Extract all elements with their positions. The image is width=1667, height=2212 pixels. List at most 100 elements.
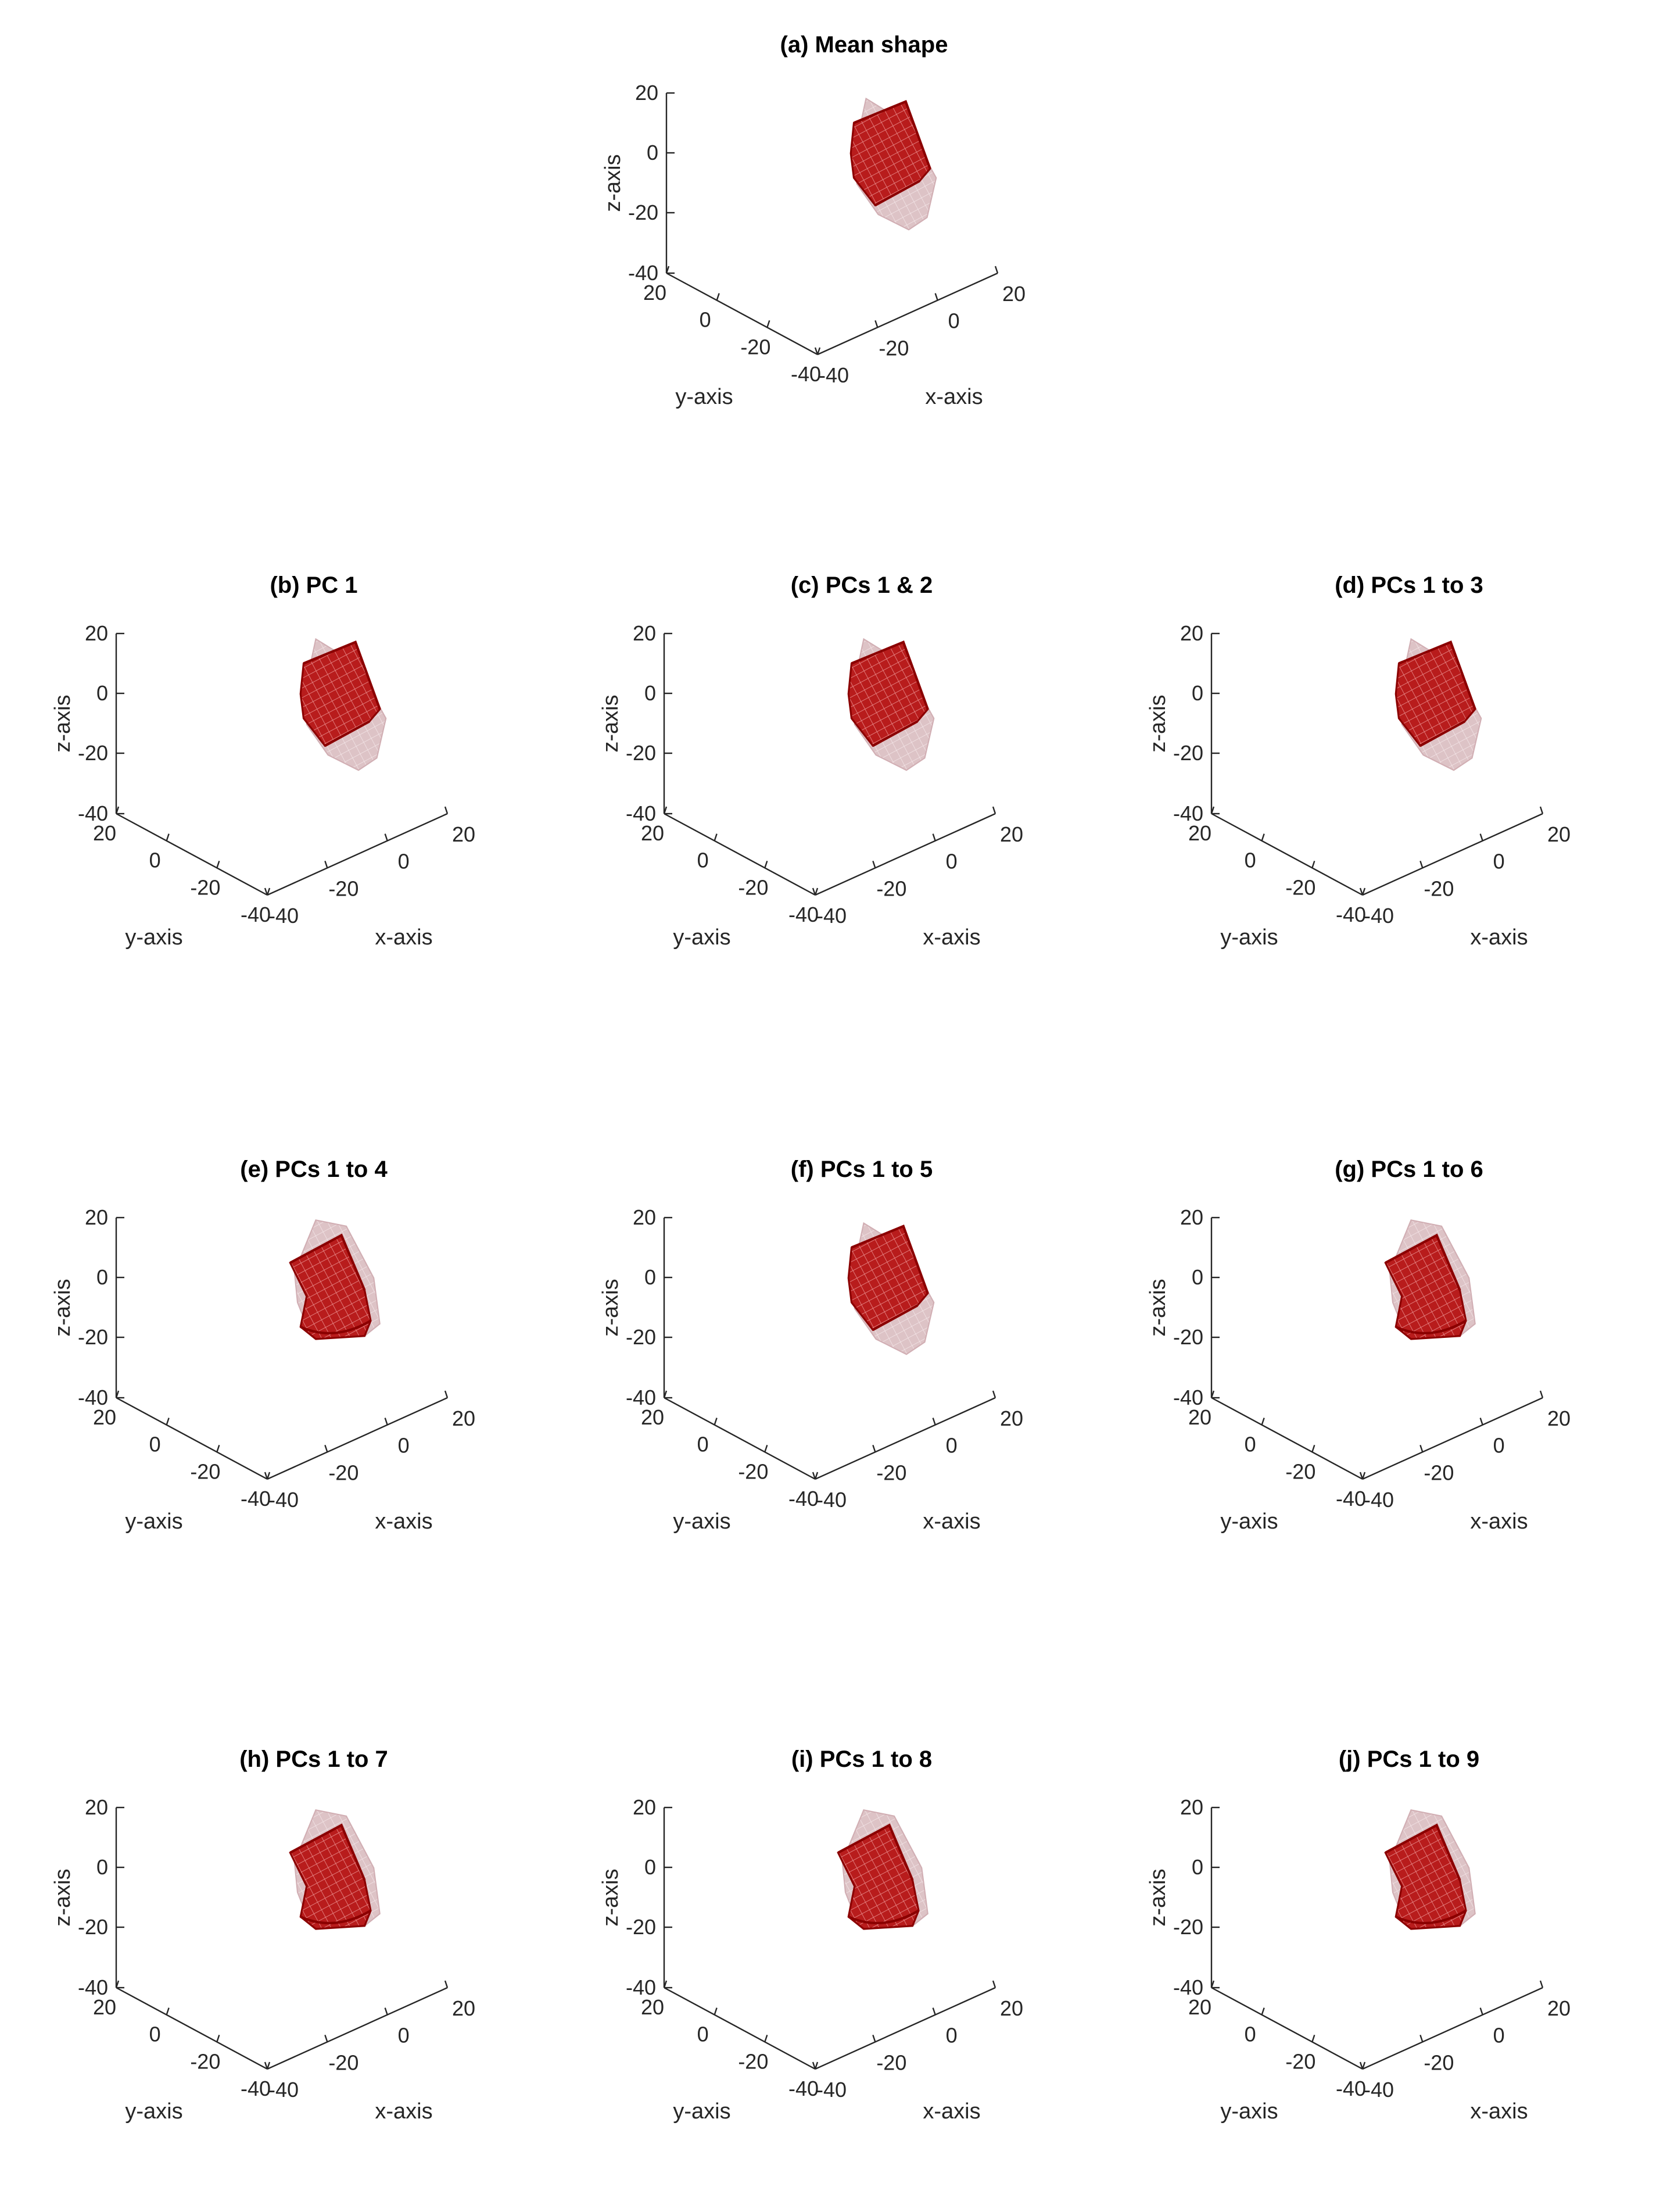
y-tick-label: 0 — [149, 849, 161, 872]
y-axis-label: y-axis — [125, 2099, 182, 2124]
y-tick-mark — [266, 887, 271, 896]
z-axis-label: z-axis — [601, 154, 625, 212]
y-tick-label: 0 — [697, 2023, 709, 2046]
x-tick-label: 20 — [452, 1996, 475, 2020]
y-axis-line — [116, 1986, 268, 2070]
x-tick-label: 20 — [1000, 1406, 1023, 1430]
x-tick-mark — [1359, 1472, 1364, 1480]
x-tick-label: -20 — [876, 2050, 906, 2074]
z-tick-label: 20 — [85, 1205, 108, 1229]
shape-render — [1394, 638, 1482, 771]
x-axis-line — [267, 1397, 448, 1480]
x-tick-label: -40 — [1364, 904, 1394, 928]
z-tick-label: 0 — [644, 1265, 656, 1289]
x-tick-mark — [1479, 833, 1483, 842]
y-tick-mark — [716, 293, 720, 301]
y-tick-mark — [266, 2061, 271, 2070]
x-tick-mark — [932, 1418, 936, 1426]
panel-title: (f) PCs 1 to 5 — [791, 1157, 933, 1182]
panel-i: (i) PCs 1 to 8200-20-40200-20-40-40-2002… — [598, 1746, 1023, 2124]
y-tick-mark — [166, 2007, 170, 2016]
shape-render — [289, 1219, 381, 1340]
x-tick-mark — [324, 1444, 328, 1452]
x-tick-mark — [444, 1980, 449, 1988]
shape-edge — [837, 1823, 920, 1925]
x-tick-mark — [932, 2007, 936, 2016]
shape-edge — [289, 1823, 372, 1925]
x-tick-label: 20 — [452, 822, 475, 846]
x-tick-mark — [264, 887, 268, 896]
x-tick-label: 20 — [452, 1406, 475, 1430]
x-tick-label: -20 — [328, 1461, 359, 1484]
z-tick-label: 0 — [644, 681, 656, 705]
y-axis-line — [664, 1986, 816, 2070]
y-tick-label: -40 — [1336, 1487, 1366, 1511]
y-tick-label: -20 — [1285, 875, 1315, 899]
y-axis-label: y-axis — [1220, 1509, 1278, 1534]
x-tick-mark — [1359, 887, 1364, 896]
z-axis-label: z-axis — [51, 695, 75, 752]
x-tick-label: 20 — [1547, 1406, 1571, 1430]
z-axis-label: z-axis — [598, 695, 623, 752]
x-tick-label: -40 — [816, 904, 847, 928]
x-axis-label: x-axis — [375, 1509, 432, 1534]
x-axis-line — [267, 813, 448, 896]
x-axis-label: x-axis — [1470, 1509, 1528, 1534]
y-tick-mark — [1311, 2034, 1315, 2042]
panel-title: (b) PC 1 — [270, 572, 357, 598]
shape-edge — [303, 640, 381, 747]
y-tick-label: 20 — [641, 821, 664, 845]
x-tick-mark — [992, 1980, 996, 1988]
y-axis-label: y-axis — [673, 2099, 730, 2124]
y-tick-label: -40 — [241, 903, 271, 926]
y-tick-label: -20 — [738, 1459, 768, 1483]
y-tick-label: -20 — [190, 875, 220, 899]
z-tick-label: 20 — [1180, 1795, 1203, 1819]
x-tick-label: 0 — [1493, 2024, 1505, 2048]
x-tick-mark — [994, 266, 999, 274]
panel-title: (e) PCs 1 to 4 — [240, 1157, 388, 1182]
shape-edge — [1385, 1233, 1467, 1335]
x-axis-label: x-axis — [1470, 925, 1528, 950]
y-tick-label: 0 — [1245, 849, 1256, 872]
x-axis-line — [815, 1397, 996, 1480]
z-tick-label: 20 — [633, 621, 656, 645]
y-tick-mark — [1311, 1444, 1315, 1452]
y-tick-label: -40 — [788, 2077, 819, 2100]
z-axis-label: z-axis — [51, 1869, 75, 1926]
x-tick-label: 0 — [946, 850, 958, 874]
y-tick-label: 0 — [697, 849, 709, 872]
y-tick-mark — [1261, 2007, 1265, 2016]
x-tick-mark — [264, 1472, 268, 1480]
z-tick-label: 20 — [633, 1205, 656, 1229]
x-tick-label: -20 — [1424, 1461, 1454, 1484]
z-tick-label: -20 — [1173, 1325, 1203, 1349]
y-axis-label: y-axis — [1220, 925, 1278, 950]
z-axis-label: z-axis — [1146, 1869, 1170, 1926]
x-tick-mark — [814, 347, 819, 355]
y-tick-label: -20 — [738, 2049, 768, 2073]
y-tick-label: 0 — [149, 1433, 161, 1456]
shape-edge — [289, 1233, 372, 1335]
z-tick-label: -40 — [628, 261, 658, 285]
y-tick-label: 20 — [641, 1405, 664, 1429]
z-axis-label: z-axis — [1146, 695, 1170, 752]
x-tick-label: 0 — [1493, 850, 1505, 874]
y-tick-label: -40 — [241, 1487, 271, 1511]
x-axis-label: x-axis — [923, 2099, 980, 2124]
x-tick-label: 0 — [398, 850, 410, 874]
x-axis-label: x-axis — [375, 2099, 432, 2124]
z-tick-label: -20 — [1173, 741, 1203, 765]
y-tick-mark — [764, 1444, 768, 1452]
z-tick-label: -20 — [78, 741, 108, 765]
x-tick-label: 0 — [398, 2024, 410, 2048]
panel-d: (d) PCs 1 to 3200-20-40200-20-40-40-2002… — [1146, 572, 1571, 950]
x-tick-label: -40 — [1364, 2078, 1394, 2102]
panel-b: (b) PC 1200-20-40200-20-40-40-20020z-axi… — [51, 572, 475, 950]
x-tick-mark — [992, 806, 996, 814]
y-tick-label: 0 — [1245, 2023, 1256, 2046]
y-tick-label: 20 — [93, 1405, 116, 1429]
shape-render — [1384, 1219, 1476, 1340]
z-tick-label: -20 — [1173, 1915, 1203, 1939]
